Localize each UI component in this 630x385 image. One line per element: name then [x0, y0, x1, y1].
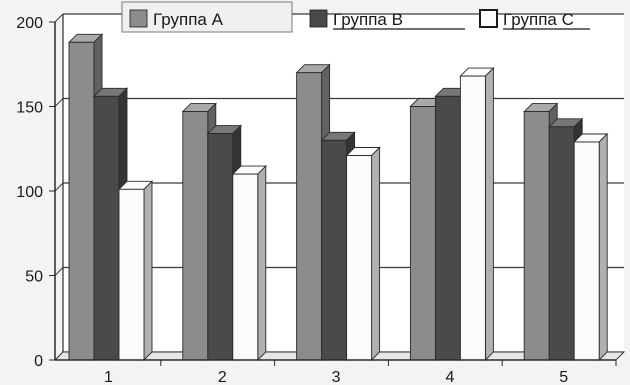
- bars-group: [67, 33, 609, 362]
- bar: [459, 66, 495, 362]
- x-tick-label: 1: [104, 369, 113, 385]
- y-tick-label: 0: [34, 353, 43, 370]
- bar-front-face: [68, 41, 95, 361]
- legend-label: Группа А: [153, 10, 224, 29]
- gridline-connector: [54, 182, 64, 192]
- bar-front-face: [523, 111, 550, 361]
- legend-label: Группа В: [333, 10, 403, 29]
- y-tick-label: 100: [16, 184, 43, 201]
- bar-front-face: [321, 139, 348, 361]
- x-tick-label: 3: [332, 369, 341, 385]
- x-tick-labels: 1 2 3 4 5: [104, 360, 617, 385]
- bar-front-face: [232, 173, 259, 361]
- legend: Группа А Группа В Группа С: [121, 1, 590, 33]
- legend-item: Группа В: [309, 9, 465, 30]
- x-tick-label: 2: [218, 369, 227, 385]
- bar-front-face: [207, 133, 234, 361]
- bar-front-face: [573, 141, 600, 361]
- bar-front-face: [118, 188, 145, 361]
- gridline-connector: [54, 98, 64, 107]
- bar-side-face: [598, 132, 608, 362]
- bar-side-face: [143, 180, 153, 362]
- bar-side-face: [371, 146, 381, 362]
- legend-swatch: [129, 9, 148, 28]
- legend-swatch: [309, 9, 328, 28]
- legend-box: [121, 1, 293, 33]
- bar: [345, 146, 381, 362]
- bar-front-face: [93, 95, 120, 361]
- bar-front-face: [434, 95, 461, 361]
- bar-front-face: [346, 155, 373, 361]
- legend-swatch: [479, 9, 498, 28]
- y-tick-label: 200: [16, 15, 43, 32]
- bar: [117, 180, 154, 362]
- bar-side-face: [484, 66, 494, 362]
- legend-label: Группа С: [503, 10, 574, 29]
- y-tick-labels: 0 50 100 150 200: [16, 15, 55, 370]
- bar-front-face: [548, 126, 575, 361]
- bar: [573, 132, 609, 362]
- bar-side-face: [257, 165, 267, 362]
- y-tick-label: 50: [25, 269, 43, 286]
- x-tick-label: 5: [559, 369, 568, 385]
- bar-front-face: [182, 111, 209, 361]
- gridline-connector: [54, 267, 64, 276]
- legend-item: Группа С: [479, 9, 590, 30]
- legend-item: Группа А: [129, 9, 224, 29]
- y-tick-label: 150: [16, 100, 43, 117]
- bar-front-face: [409, 106, 436, 361]
- bar-front-face: [296, 72, 323, 361]
- gridline-connector: [54, 13, 64, 23]
- bar-front-face: [459, 75, 486, 361]
- bar: [231, 165, 267, 362]
- x-tick-label: 4: [445, 369, 454, 385]
